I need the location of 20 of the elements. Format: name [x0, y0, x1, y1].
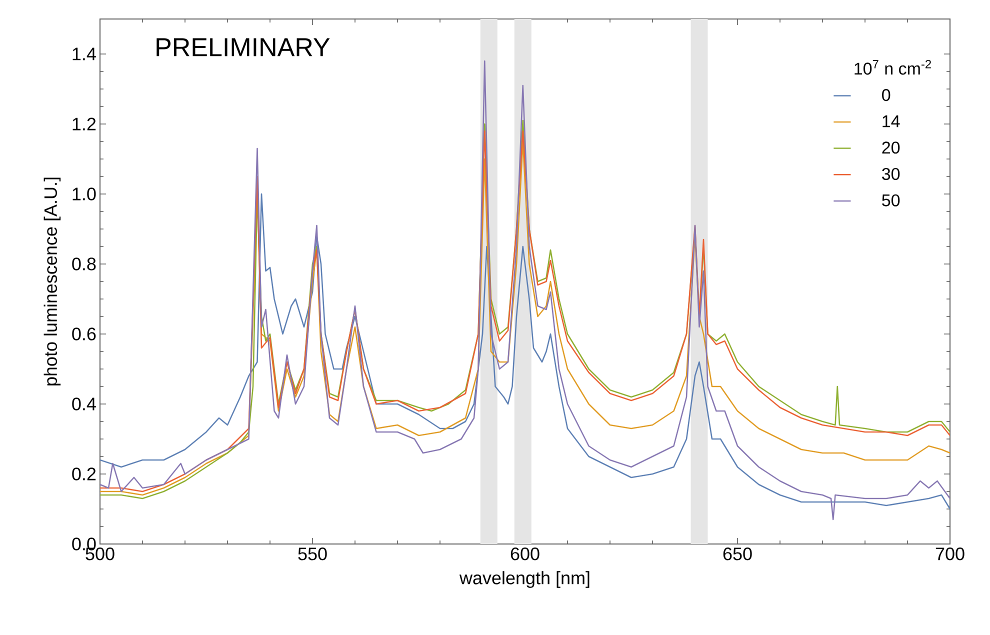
- legend-label: 0: [882, 89, 890, 102]
- x-tick-label: 600: [510, 548, 540, 560]
- y-tick-label: 0.2: [72, 468, 96, 480]
- y-tick-label: 1.4: [72, 48, 96, 60]
- x-axis-title: wavelength [nm]: [459, 571, 590, 588]
- y-axis-title: photo luminescence [A.U.]: [44, 178, 61, 386]
- legend-label: 14: [882, 115, 900, 128]
- legend-label: 20: [882, 142, 900, 154]
- x-tick-label: 550: [298, 548, 327, 560]
- x-tick-label: 650: [723, 548, 752, 560]
- legend-label: 30: [882, 168, 900, 180]
- x-tick-label: 700: [936, 548, 964, 560]
- y-tick-label: 1.0: [72, 188, 96, 200]
- y-tick-label: 0.4: [72, 398, 96, 410]
- legend-title: 10$^{7}$ n cm$^{-2}$: [854, 60, 931, 75]
- y-tick-label: 0.8: [72, 258, 96, 270]
- annotation: PRELIMINARY: [156, 38, 330, 56]
- y-tick-label: 0.6: [72, 328, 96, 340]
- y-tick-label: 1.2: [72, 118, 96, 130]
- legend-label: 50: [882, 194, 900, 206]
